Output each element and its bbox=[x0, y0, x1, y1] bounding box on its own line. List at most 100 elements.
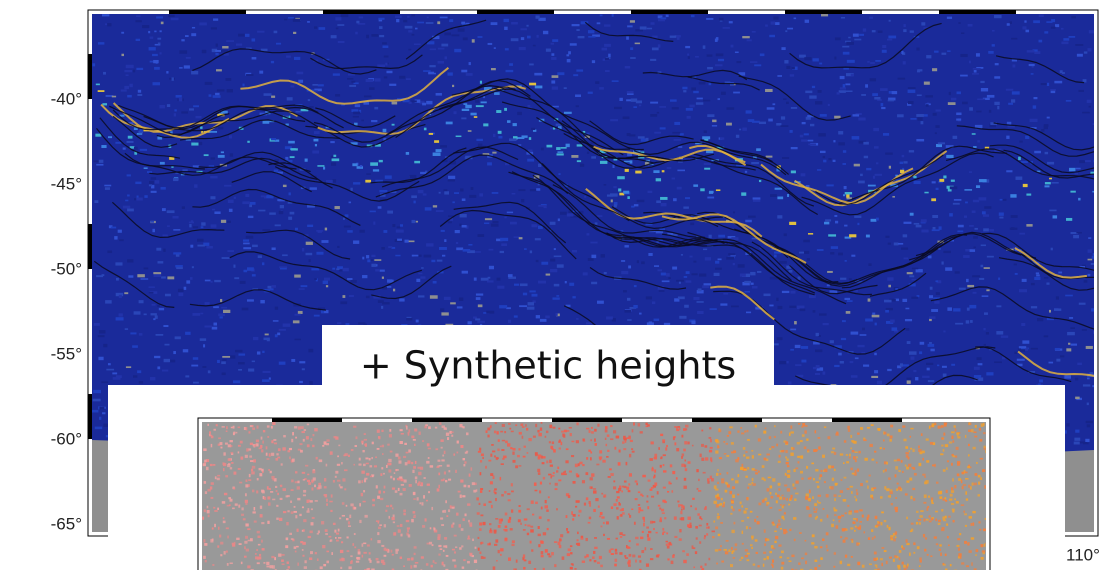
dot bbox=[828, 234, 836, 236]
speckle bbox=[204, 509, 206, 512]
speckle bbox=[654, 482, 657, 485]
speckle bbox=[954, 498, 956, 500]
speckle bbox=[492, 451, 495, 453]
dot bbox=[295, 339, 301, 341]
speckle bbox=[662, 512, 665, 514]
speckle bbox=[818, 437, 821, 439]
dot bbox=[973, 292, 977, 294]
speckle bbox=[441, 524, 444, 526]
dot bbox=[332, 158, 340, 161]
speckle bbox=[361, 471, 364, 474]
dot bbox=[119, 295, 122, 298]
dot bbox=[443, 189, 447, 191]
page: -40°-45°-50°-55°-60°-65° 110° + Syntheti… bbox=[0, 0, 1115, 570]
dot bbox=[600, 15, 603, 17]
speckle bbox=[709, 427, 711, 429]
dot bbox=[1041, 83, 1048, 85]
dot bbox=[775, 188, 783, 190]
dot bbox=[144, 268, 149, 270]
speckle bbox=[910, 496, 912, 499]
dot bbox=[1019, 233, 1025, 235]
speckle bbox=[752, 478, 754, 481]
dot bbox=[469, 195, 476, 198]
speckle bbox=[496, 457, 498, 460]
dot bbox=[691, 273, 697, 275]
speckle bbox=[419, 502, 421, 504]
dot bbox=[801, 139, 807, 141]
speckle bbox=[720, 545, 722, 547]
dot bbox=[999, 217, 1003, 219]
dot bbox=[152, 54, 158, 56]
dot bbox=[648, 191, 653, 193]
dot bbox=[152, 229, 155, 232]
speckle bbox=[786, 458, 789, 460]
speckle bbox=[539, 516, 542, 519]
dot bbox=[564, 112, 572, 114]
speckle bbox=[666, 532, 668, 534]
speckle bbox=[495, 498, 497, 501]
dot bbox=[353, 182, 360, 184]
speckle bbox=[602, 460, 605, 463]
dot bbox=[677, 187, 682, 190]
dot bbox=[800, 308, 806, 311]
speckle bbox=[693, 567, 695, 569]
dot bbox=[361, 120, 364, 122]
dot bbox=[640, 26, 647, 29]
dot bbox=[953, 136, 958, 139]
speckle bbox=[258, 544, 261, 546]
speckle bbox=[464, 485, 467, 488]
dot bbox=[1031, 348, 1038, 350]
speckle bbox=[599, 456, 602, 459]
speckle bbox=[975, 425, 977, 428]
speckle bbox=[252, 427, 255, 429]
dot bbox=[912, 268, 918, 270]
speckle bbox=[427, 443, 430, 446]
dot bbox=[852, 136, 860, 139]
speckle bbox=[687, 524, 690, 527]
dot bbox=[421, 267, 424, 269]
speckle bbox=[616, 491, 619, 493]
dot bbox=[535, 15, 539, 18]
dot bbox=[107, 23, 111, 26]
speckle bbox=[307, 424, 309, 426]
speckle bbox=[593, 488, 596, 490]
speckle bbox=[443, 564, 445, 566]
speckle bbox=[535, 502, 538, 504]
speckle bbox=[622, 534, 625, 536]
speckle bbox=[914, 473, 917, 476]
speckle bbox=[377, 496, 380, 499]
speckle bbox=[743, 510, 746, 513]
speckle bbox=[653, 528, 655, 530]
dot bbox=[698, 288, 702, 291]
dot bbox=[411, 195, 417, 198]
dot bbox=[740, 274, 746, 277]
inset-bg bbox=[202, 422, 986, 570]
speckle bbox=[286, 522, 289, 525]
speckle bbox=[813, 507, 815, 510]
speckle bbox=[295, 551, 297, 553]
dot bbox=[686, 108, 693, 111]
dot bbox=[686, 271, 690, 274]
speckle bbox=[847, 426, 849, 429]
speckle bbox=[511, 431, 514, 433]
dot bbox=[705, 257, 711, 260]
speckle bbox=[856, 499, 858, 502]
dot bbox=[1038, 40, 1042, 43]
dot bbox=[108, 363, 111, 365]
dot bbox=[290, 85, 294, 87]
dot bbox=[171, 166, 173, 168]
speckle bbox=[699, 541, 701, 544]
dot bbox=[1036, 272, 1039, 274]
dot bbox=[299, 361, 305, 363]
speckle bbox=[417, 467, 420, 469]
dot bbox=[994, 102, 999, 105]
dot bbox=[1083, 384, 1090, 386]
speckle bbox=[856, 518, 858, 521]
dot bbox=[416, 221, 418, 223]
dot bbox=[1060, 355, 1064, 357]
speckle bbox=[704, 507, 707, 509]
dot bbox=[897, 114, 904, 117]
dot bbox=[379, 160, 383, 162]
dot bbox=[723, 27, 730, 29]
speckle bbox=[516, 559, 518, 562]
